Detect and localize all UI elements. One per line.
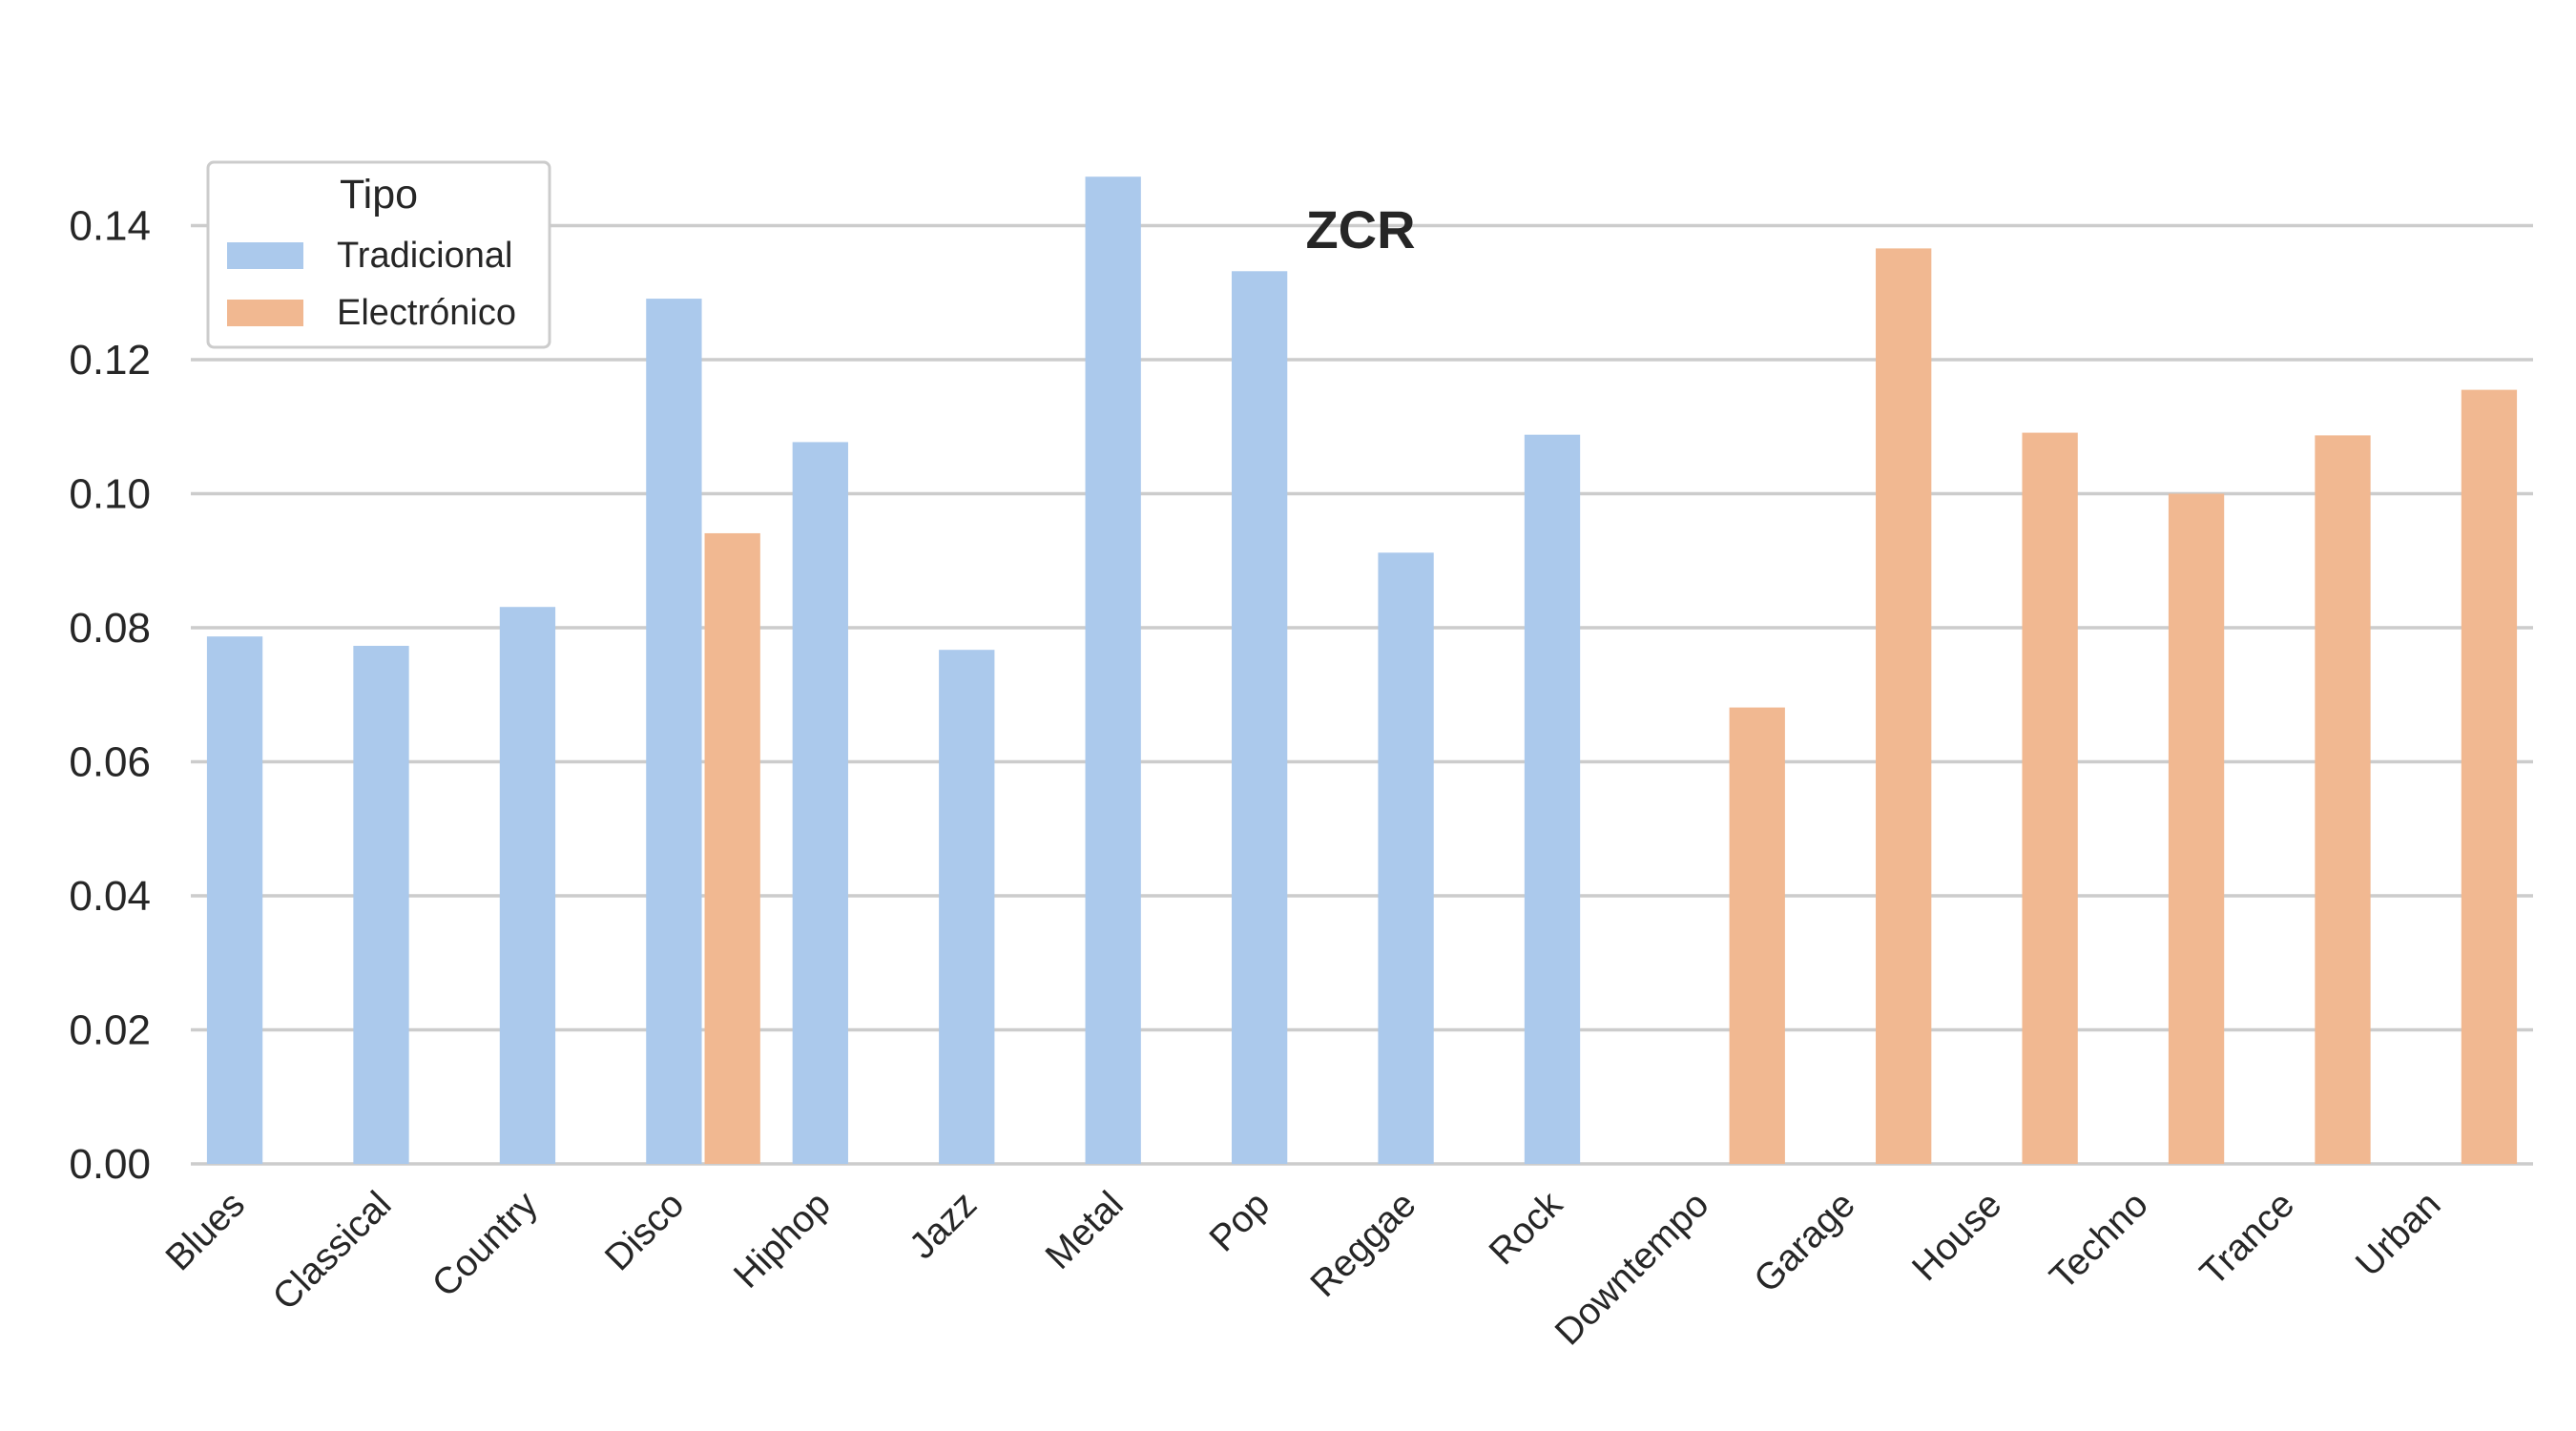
bar-downtempo-electronico: [1729, 707, 1785, 1164]
x-tick-label: Pop: [1202, 1184, 1278, 1259]
chart-title: ZCR: [1305, 199, 1415, 259]
bar-reggae-tradicional: [1378, 552, 1434, 1164]
bar-house-electronico: [2022, 432, 2078, 1164]
bar-metal-tradicional: [1085, 176, 1141, 1164]
bar-disco-tradicional: [646, 299, 702, 1164]
y-tick-label: 0.14: [69, 203, 151, 250]
x-tick-label: Classical: [265, 1184, 400, 1318]
bar-garage-electronico: [1876, 248, 1932, 1164]
bar-pop-tradicional: [1231, 271, 1288, 1164]
x-tick-label: House: [1904, 1184, 2009, 1289]
y-tick-label: 0.04: [69, 873, 151, 920]
x-tick-label: Disco: [597, 1184, 692, 1278]
legend-title: Tipo: [340, 172, 418, 218]
bar-country-tradicional: [499, 607, 556, 1164]
bar-techno-electronico: [2168, 493, 2225, 1164]
x-tick-label: Garage: [1746, 1184, 1862, 1300]
x-tick-label: Hiphop: [726, 1184, 839, 1296]
legend-swatch-electronico: [227, 300, 303, 326]
legend-swatch-tradicional: [227, 242, 303, 269]
y-tick-label: 0.06: [69, 739, 151, 786]
y-tick-labels: 0.00 0.02 0.04 0.06 0.08 0.10 0.12 0.14: [69, 203, 151, 1189]
y-tick-label: 0.00: [69, 1141, 151, 1188]
x-tick-label: Trance: [2192, 1184, 2302, 1294]
bar-classical-tradicional: [353, 645, 409, 1164]
x-tick-label: Country: [425, 1184, 546, 1305]
x-tick-label: Blues: [158, 1184, 253, 1278]
bar-hiphop-tradicional: [792, 442, 848, 1165]
x-tick-label: Rock: [1482, 1184, 1571, 1274]
x-tick-label: Techno: [2042, 1184, 2155, 1297]
bar-disco-electronico: [704, 532, 760, 1164]
x-tick-labels: Blues Classical Country Disco Hiphop Jazz Meta…: [158, 1184, 2449, 1354]
x-tick-label: Reggae: [1303, 1184, 1424, 1305]
bar-layer: [206, 176, 2518, 1165]
x-tick-label: Urban: [2348, 1184, 2449, 1285]
y-tick-label: 0.02: [69, 1007, 151, 1054]
bar-jazz-tradicional: [939, 650, 995, 1164]
y-tick-label: 0.08: [69, 605, 151, 652]
y-tick-label: 0.12: [69, 337, 151, 384]
bar-urban-electronico: [2461, 389, 2518, 1164]
grid-layer: [191, 223, 2533, 1166]
x-tick-label: Jazz: [902, 1184, 985, 1267]
bar-blues-tradicional: [206, 636, 263, 1164]
x-tick-label: Metal: [1038, 1184, 1132, 1277]
x-tick-label: Downtempo: [1548, 1184, 1717, 1354]
legend-label-electronico: Electrónico: [337, 293, 516, 333]
legend: Tipo Tradicional Electrónico: [206, 160, 551, 349]
bar-rock-tradicional: [1524, 434, 1581, 1164]
legend-label-tradicional: Tradicional: [337, 236, 512, 276]
bar-trance-electronico: [2315, 435, 2371, 1164]
y-tick-label: 0.10: [69, 471, 151, 518]
